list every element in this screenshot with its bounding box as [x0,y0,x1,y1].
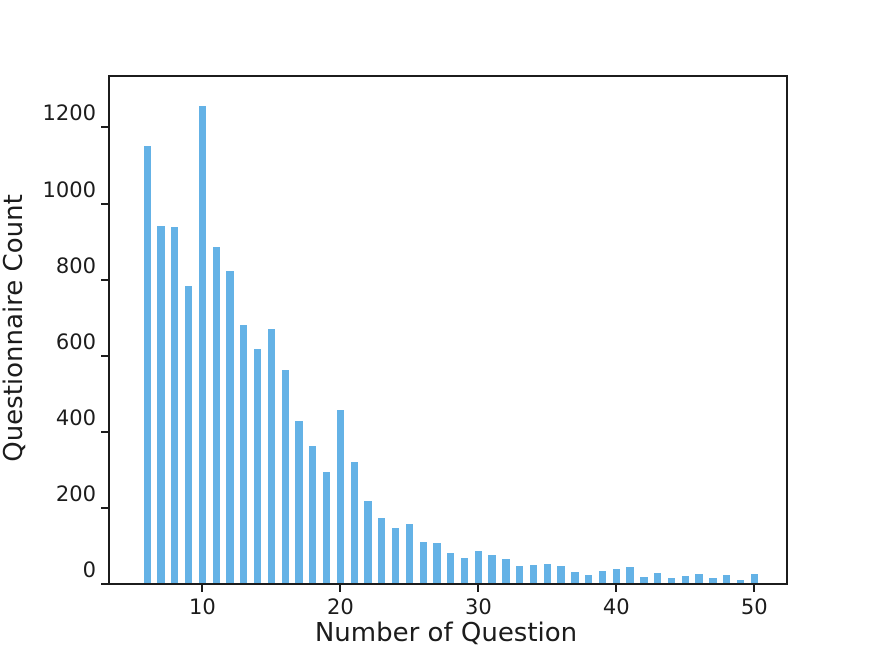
bar [474,550,482,583]
bar [447,553,455,583]
bar [681,575,689,583]
y-tick-mark [101,430,108,433]
bar [723,574,731,583]
y-tick-mark [101,506,108,509]
y-tick-label: 800 [55,253,96,278]
bar [309,446,317,583]
x-tick-mark [201,585,204,592]
y-tick-mark [101,202,108,205]
bar [460,557,469,583]
bar [253,348,262,583]
x-tick-label: 20 [327,595,354,619]
x-tick-mark [339,585,342,592]
bar [709,578,717,583]
bar [654,573,662,583]
bar [419,542,427,583]
x-tick-mark [615,585,618,592]
bar [198,105,207,583]
y-tick-label: 600 [55,329,96,354]
bar [598,570,607,583]
y-tick-mark [101,354,108,357]
bar [529,564,538,583]
y-tick-mark [101,583,108,585]
bar [571,571,579,583]
y-tick-mark [101,126,108,129]
plot-area: 0 200 400 600 800 1000 1200 10 20 30 40 50 [43,75,788,619]
bar [336,410,345,583]
bar [184,286,193,583]
bar [322,471,331,583]
x-tick-label: 10 [189,595,216,619]
x-tick-mark [753,585,756,592]
y-tick-label: 200 [55,481,96,506]
bar [516,565,524,583]
y-tick-label: 0 [82,558,96,582]
bar [281,369,289,583]
bar [391,528,400,583]
bar [488,554,496,583]
bar [226,271,234,583]
bar [543,563,551,583]
y-tick-label: 1200 [42,101,96,126]
bar [295,420,303,583]
bar [585,575,593,583]
x-tick-label: 50 [740,595,768,619]
bar [267,328,276,583]
bar [626,566,634,583]
bar [364,501,372,583]
bar [212,247,220,583]
bar [667,578,676,583]
bar [240,325,248,583]
bar [736,579,745,583]
bar [695,573,703,583]
bar [378,518,386,583]
bar [405,524,413,583]
x-tick-label: 40 [602,595,630,619]
bar [750,573,758,583]
x-axis-label: Number of Question [314,618,578,648]
y-tick-mark [101,278,108,281]
bar [171,227,179,583]
y-tick-label: 400 [55,405,96,430]
bar [433,543,441,583]
x-tick-label: 30 [464,595,492,619]
x-tick-mark [477,585,480,592]
y-tick-label: 1000 [42,177,96,202]
y-axis-label: Questionnaire Count [0,194,29,462]
bar [350,462,358,583]
bar [557,566,565,583]
bar [612,568,620,583]
bar [157,226,165,583]
bar [143,146,151,583]
bar [640,577,648,583]
bar [502,558,510,583]
